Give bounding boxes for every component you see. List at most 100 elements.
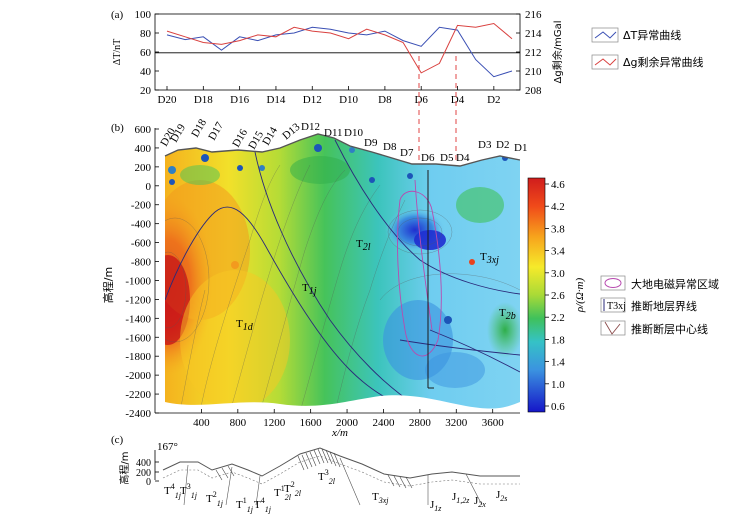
colorbar-tick-label: 3.8 [551,223,565,235]
c-unit-label: T32l [318,468,336,486]
station-label: D11 [324,127,343,139]
unit-label-t2b: T2b [499,307,516,322]
topography-line [164,133,521,167]
x-tick-label: D16 [230,94,249,106]
right-ticks: 216 214 212 210 208 [516,9,542,97]
x-tick-label: 3600 [482,417,505,429]
left-tick-label: 20 [140,85,152,97]
x-tick-label: D6 [414,94,428,106]
station-label: D4 [456,152,470,164]
legend-dt-label: ΔT异常曲线 [623,28,681,42]
y-tick-label: -1200 [125,294,151,306]
c-unit-label: T12l [274,484,292,502]
y-tick-label: -1600 [125,332,151,344]
boundary-t1j [254,151,416,406]
colorbar-tick-label: 4.6 [551,179,565,191]
c-y-tick-label: 200 [136,468,151,479]
colorbar-label: ρ/(Ω·m) [574,278,586,314]
ellipse-icon [604,278,622,288]
panel-c-label: (c) [111,434,124,446]
left-tick-label: 80 [140,28,152,40]
c-bed-line [162,455,520,487]
y-tick-label: 400 [135,143,152,155]
left-axis-label: ΔT/nT [112,39,123,65]
colorbar-tick-label: 1.4 [551,357,565,369]
c-y-tick-label: 400 [136,458,151,469]
left-tick-label: 100 [135,9,152,21]
x-tick-label: 800 [230,417,247,429]
colorbar-tick-label: 3.4 [551,246,565,258]
c-hatching [215,448,413,489]
legend-dg-label: Δg剩余异常曲线 [623,55,704,69]
unit-label-t1d: T1d [236,318,254,333]
y-tick-label: -2200 [125,389,151,401]
legend-box [600,320,626,336]
x-tick-label: D14 [266,94,285,106]
anomaly-outlines [397,179,442,357]
station-label: D7 [400,147,414,159]
angle-label: 167° [157,441,178,453]
x-tick-label: 1200 [263,417,286,429]
y-tick-label: 600 [135,124,152,136]
legend-fault-label: 推断断层中心线 [631,322,708,336]
y-tick-label: -200 [131,200,152,212]
panel-a-label: (a) [111,9,124,21]
x-tick-label: 3200 [445,417,468,429]
right-tick-label: 214 [525,28,542,40]
right-tick-label: 208 [525,85,542,97]
unit-label-t1j: T1j [302,282,317,297]
c-topography [162,447,520,479]
station-label: D12 [301,121,320,133]
c-unit-label: J1z [430,499,442,513]
legend-box [600,297,626,313]
station-label: D8 [383,141,397,153]
c-unit-label: T21j [206,490,224,508]
x-tick-label: D10 [339,94,358,106]
legend-boundary-label: 推断地层界线 [631,299,697,313]
y-tick-label: -1000 [125,275,151,287]
c-unit-label: T3xj [372,491,389,505]
station-label: D13 [280,121,303,143]
station-label: D6 [421,152,435,164]
y-ticks: 600 400 200 0 -200 -400 -600 -800 -1000 -1200 -140… [125,124,159,420]
x-tick-label: 2800 [409,417,432,429]
right-tick-label: 210 [525,66,542,78]
x-tick-label: D18 [194,94,213,106]
bottom-mask [165,395,520,413]
series-dg-line [166,22,513,74]
c-unit-label: J1,2z [452,491,470,505]
legend-line-dt-icon [594,31,617,39]
colorbar-tick-label: 3.0 [551,268,565,280]
colorbar [527,177,546,413]
legend-boundary-tag: T3xj [607,301,626,312]
panel-a-frame [154,13,521,91]
y-tick-label: -2400 [125,408,151,420]
boundary-lines [165,139,520,412]
station-label: D2 [496,139,509,151]
legend-swatch-box [591,54,619,70]
panel-b: (b) [101,117,719,439]
x-tick-label: 1600 [300,417,323,429]
x-tick-label: D4 [451,94,465,106]
anomaly-outline [397,190,442,357]
y-tick-label: -600 [131,238,152,250]
legend-anomaly-label: 大地电磁异常区域 [631,277,719,291]
colorbar-tick-label: 0.6 [551,401,565,413]
legend-swatch-box [591,27,619,43]
x-tick-label: 2400 [372,417,395,429]
x-tick-label: D8 [378,94,392,106]
right-tick-label: 216 [525,9,542,21]
x-tick-label: D2 [487,94,500,106]
x-tick-label: 2000 [336,417,359,429]
station-label: D5 [440,152,454,164]
c-fault-lines [183,457,483,506]
colorbar-tick-label: 1.8 [551,334,565,346]
boundary-lower [399,339,520,356]
c-y-tick-label: 0 [146,477,151,488]
station-label: D17 [206,120,226,143]
colorbar-ticks: 4.6 4.2 3.8 3.4 3.0 2.6 2.2 1.8 1.4 1.0 0.6 [545,179,565,413]
y-tick-label: -400 [131,219,152,231]
